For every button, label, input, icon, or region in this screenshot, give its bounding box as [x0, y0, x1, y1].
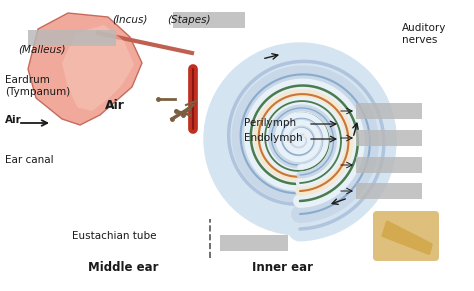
FancyBboxPatch shape: [356, 183, 422, 199]
Ellipse shape: [204, 43, 396, 235]
Text: Perilymph: Perilymph: [244, 118, 296, 128]
Text: Eustachian tube: Eustachian tube: [72, 231, 156, 241]
Polygon shape: [28, 13, 142, 125]
Text: Endolymph: Endolymph: [244, 133, 302, 143]
Text: Ear canal: Ear canal: [5, 155, 54, 165]
Text: (Malleus): (Malleus): [18, 45, 65, 55]
Text: (Stapes): (Stapes): [167, 15, 210, 25]
Text: (Incus): (Incus): [112, 15, 147, 25]
Text: Inner ear: Inner ear: [252, 261, 313, 274]
Text: Air: Air: [105, 99, 125, 112]
FancyBboxPatch shape: [356, 130, 422, 146]
FancyBboxPatch shape: [28, 30, 116, 46]
FancyBboxPatch shape: [373, 211, 439, 261]
Text: Middle ear: Middle ear: [88, 261, 158, 274]
Text: Air: Air: [5, 115, 22, 125]
Text: Auditory
nerves: Auditory nerves: [402, 23, 447, 45]
FancyBboxPatch shape: [356, 103, 422, 119]
Polygon shape: [62, 25, 134, 111]
Text: Eardrum
(Tympanum): Eardrum (Tympanum): [5, 74, 70, 97]
FancyBboxPatch shape: [173, 12, 245, 28]
FancyBboxPatch shape: [220, 235, 288, 251]
FancyBboxPatch shape: [356, 157, 422, 173]
